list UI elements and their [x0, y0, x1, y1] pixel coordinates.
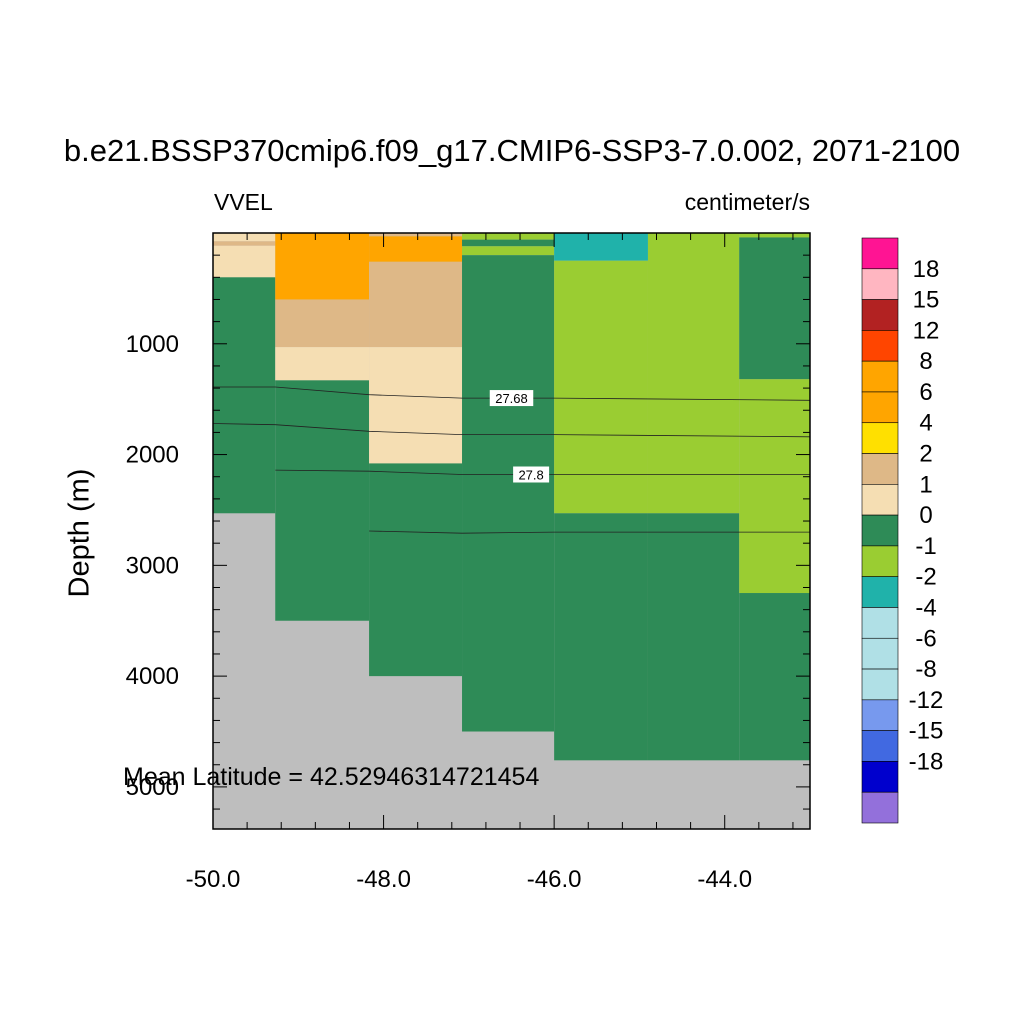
x-tick-label: -46.0 — [527, 866, 582, 893]
contour-label-background — [489, 390, 534, 407]
colorbar-label: 4 — [919, 410, 932, 437]
y-tick-label: 5000 — [126, 774, 179, 801]
colorbar-box — [861, 637, 899, 670]
colorbar-box — [861, 514, 899, 547]
colorbar-box — [861, 330, 899, 362]
colorbar-box — [861, 237, 899, 270]
data-cell — [369, 233, 463, 237]
data-cell — [275, 299, 370, 348]
data-cell — [369, 463, 463, 677]
colorbar-label: -4 — [915, 594, 936, 621]
colorbar-label: 8 — [919, 348, 932, 375]
colorbar-box — [861, 761, 899, 793]
mean-latitude-annotation: Mean Latitude = 42.52946314721454 — [123, 763, 540, 791]
colorbar-label: -1 — [915, 533, 936, 560]
chart-title: b.e21.BSSP370cmip6.f09_g17.CMIP6-SSP3-7.… — [63, 133, 961, 168]
colorbar-label: 1 — [919, 471, 932, 498]
colorbar-label: 6 — [919, 379, 932, 406]
colorbar-box — [861, 299, 899, 331]
x-tick-label: -44.0 — [697, 866, 752, 893]
colorbar-label: -2 — [915, 564, 936, 591]
data-cell — [462, 255, 555, 732]
colorbar-box — [861, 791, 899, 824]
colorbar-box — [861, 730, 899, 762]
plot-frame — [212, 232, 811, 830]
data-cell — [647, 513, 740, 761]
contour-line — [212, 423, 811, 438]
colorbar-box — [861, 422, 899, 454]
colorbar-label: 2 — [919, 441, 932, 468]
colorbar-box — [861, 360, 899, 393]
data-cell — [275, 347, 370, 381]
colorbar-box — [861, 607, 899, 639]
data-cell — [554, 233, 648, 261]
data-cell — [647, 233, 740, 514]
colorbar-box — [861, 668, 899, 701]
colorbar-label: -6 — [915, 625, 936, 652]
data-cell — [462, 239, 555, 247]
contour-label: 27.8 — [518, 468, 543, 483]
y-tick-label: 1000 — [126, 331, 179, 358]
colorbar-box — [861, 484, 899, 516]
data-cell — [275, 380, 370, 621]
units-label: centimeter/s — [684, 189, 810, 215]
contour-label: 27.68 — [495, 391, 528, 406]
y-axis-label: Depth (m) — [63, 468, 96, 598]
data-cell — [739, 593, 810, 761]
x-tick-label: -48.0 — [356, 866, 411, 893]
variable-label: VVEL — [214, 189, 273, 215]
data-cell — [369, 261, 463, 348]
data-cell — [462, 246, 555, 256]
y-tick-label: 3000 — [126, 552, 179, 579]
data-cell — [554, 513, 648, 761]
colorbar-box — [861, 699, 899, 731]
colorbar-label: 0 — [919, 502, 932, 529]
colorbar-label: 18 — [913, 256, 940, 283]
data-cell — [213, 241, 276, 246]
data-cell — [369, 236, 463, 262]
colorbar-label: 12 — [913, 317, 940, 344]
colorbar-box — [861, 268, 899, 300]
colorbar-label: -12 — [909, 687, 944, 714]
colorbar-label: -15 — [909, 718, 944, 745]
y-tick-label: 2000 — [126, 442, 179, 469]
contour-line — [213, 386, 811, 401]
data-cell — [739, 379, 810, 594]
data-cell — [739, 237, 810, 380]
data-cell — [275, 233, 370, 300]
colorbar-box — [861, 453, 899, 485]
colorbar-label: 15 — [913, 287, 940, 314]
colorbar-box — [861, 576, 899, 608]
data-cell — [739, 233, 810, 238]
colorbar-label: -8 — [915, 656, 936, 683]
y-tick-label: 4000 — [126, 663, 179, 690]
contour-line — [275, 469, 810, 475]
contour-label-background — [513, 466, 550, 483]
colorbar-box — [861, 545, 899, 577]
data-cell — [554, 260, 648, 514]
data-cell — [213, 245, 276, 278]
colorbar-label: -18 — [909, 748, 944, 775]
data-cell — [213, 233, 276, 242]
colorbar-box — [861, 391, 899, 424]
data-cell — [213, 277, 276, 514]
data-cell — [462, 233, 555, 240]
contour-line — [369, 530, 810, 534]
x-tick-label: -50.0 — [186, 866, 241, 893]
data-cell — [369, 347, 463, 464]
